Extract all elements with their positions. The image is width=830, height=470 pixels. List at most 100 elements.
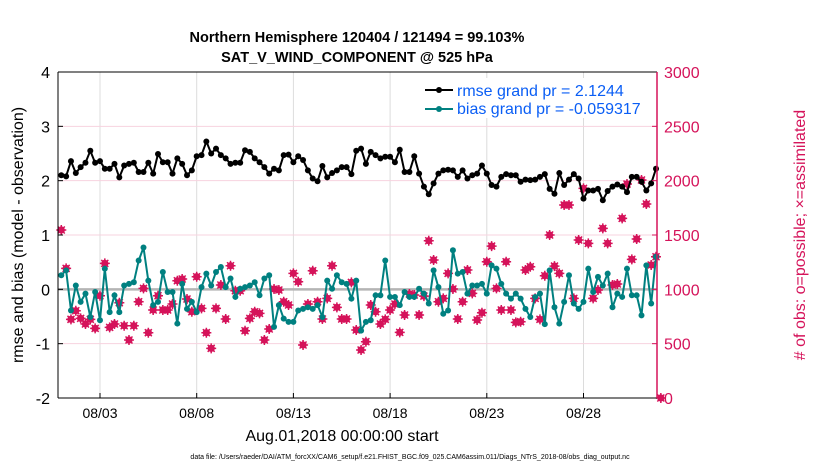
- obs-assimilated-star: [104, 322, 115, 333]
- rmse-point: [469, 172, 476, 179]
- obs-assimilated-star: [269, 284, 280, 295]
- bias-point: [285, 318, 292, 325]
- rmse-point: [512, 172, 519, 179]
- y-tick-label: -2: [36, 391, 50, 408]
- y-tick-label: 4: [41, 65, 50, 82]
- obs-count-marker: [394, 327, 405, 338]
- obs-assimilated-star: [346, 277, 357, 288]
- obs-assimilated-star: [331, 302, 342, 313]
- rmse-point: [77, 164, 84, 171]
- bias-point: [440, 310, 447, 317]
- bias-point: [565, 272, 572, 279]
- rmse-point: [266, 170, 273, 177]
- obs-count-marker: [254, 308, 265, 319]
- obs-assimilated-star: [123, 334, 134, 345]
- bias-point: [406, 293, 413, 300]
- bias-point: [159, 268, 166, 275]
- rmse-point: [285, 151, 292, 158]
- bias-point: [609, 304, 616, 311]
- bias-point: [198, 284, 205, 291]
- obs-assimilated-star: [70, 305, 81, 316]
- rmse-point: [150, 170, 157, 177]
- rmse-point: [445, 166, 452, 173]
- rmse-point: [565, 176, 572, 183]
- obs-count-marker: [655, 393, 666, 403]
- rmse-point: [420, 183, 427, 190]
- rmse-point: [184, 172, 191, 179]
- obs-count-marker: [346, 277, 357, 288]
- x-tick-label: 08/03: [82, 405, 117, 421]
- obs-assimilated-star: [240, 325, 251, 336]
- obs-count-marker: [617, 213, 628, 224]
- rmse-point: [372, 152, 379, 159]
- rmse-point: [179, 160, 186, 167]
- obs-count-marker: [549, 261, 560, 272]
- bias-point: [77, 298, 84, 305]
- obs-assimilated-star: [438, 293, 449, 304]
- obs-count-marker: [631, 234, 642, 245]
- bias-point: [653, 253, 660, 260]
- bias-point: [72, 282, 79, 289]
- rmse-point: [609, 183, 616, 190]
- bias-point: [338, 279, 345, 286]
- y-axis-right-label: # of obs: o=possible; ×=assimilated: [792, 110, 809, 360]
- obs-count-marker: [225, 260, 236, 271]
- bias-point: [498, 280, 505, 287]
- bias-point: [280, 315, 287, 322]
- bias-point: [561, 298, 568, 305]
- rmse-point: [459, 167, 466, 174]
- bias-point: [135, 257, 142, 264]
- obs-assimilated-star: [462, 264, 473, 275]
- bias-point: [382, 257, 389, 264]
- obs-count-marker: [240, 325, 251, 336]
- obs-assimilated-star: [138, 283, 149, 294]
- obs-assimilated-star: [201, 327, 212, 338]
- rmse-point: [474, 170, 481, 177]
- rmse-point: [387, 153, 394, 160]
- rmse-point: [522, 176, 529, 183]
- obs-assimilated-star: [191, 271, 202, 282]
- obs-assimilated-star: [621, 179, 632, 190]
- legend: rmse grand pr = 2.1244 bias grand pr = -…: [420, 78, 656, 118]
- bias-point: [261, 275, 268, 282]
- bias-point: [140, 244, 147, 251]
- y-axis-label: rmse and bias (model - observation): [10, 107, 27, 363]
- bias-point: [121, 282, 128, 289]
- obs-assimilated-star: [520, 264, 531, 275]
- obs-count-marker: [293, 276, 304, 287]
- obs-assimilated-star: [592, 284, 603, 295]
- obs-count-marker: [525, 261, 536, 272]
- obs-assimilated-star: [119, 320, 130, 331]
- y-right-tick-label: 1000: [664, 282, 700, 299]
- obs-count-marker: [123, 334, 134, 345]
- rmse-point: [638, 178, 645, 185]
- rmse-point: [362, 160, 369, 167]
- obs-assimilated-star: [646, 259, 657, 270]
- rmse-point: [111, 160, 118, 167]
- obs-count-marker: [133, 296, 144, 307]
- rmse-point: [580, 195, 587, 202]
- bias-point: [599, 282, 606, 289]
- bias-point: [372, 292, 379, 299]
- obs-assimilated-star: [457, 296, 468, 307]
- bias-point: [150, 302, 157, 309]
- rmse-point: [648, 180, 655, 187]
- bias-point: [411, 293, 418, 300]
- obs-count-marker: [259, 334, 270, 345]
- rmse-point: [67, 158, 74, 165]
- obs-assimilated-star: [486, 241, 497, 252]
- rmse-point: [155, 151, 161, 158]
- grid: [58, 72, 657, 398]
- obs-assimilated-star: [631, 234, 642, 245]
- bias-point: [169, 289, 176, 296]
- obs-assimilated-star: [544, 230, 555, 240]
- rmse-point: [271, 165, 278, 172]
- rmse-point: [556, 170, 563, 177]
- rmse-point: [353, 147, 360, 154]
- obs-assimilated-star: [109, 318, 120, 329]
- bias-point: [570, 300, 577, 307]
- obs-assimilated-star: [293, 276, 304, 287]
- bias-point: [266, 272, 273, 279]
- bias-point: [174, 320, 181, 327]
- rmse-point: [493, 183, 500, 190]
